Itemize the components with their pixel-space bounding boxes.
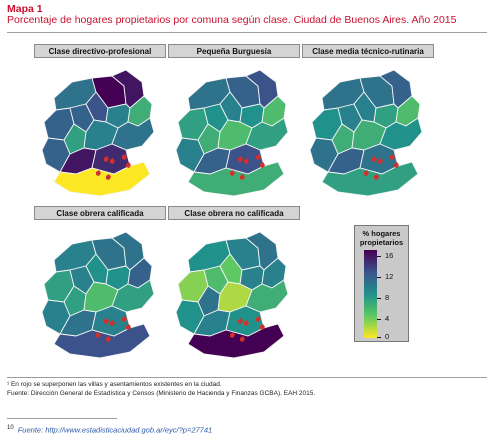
legend-tick-mark <box>377 256 381 257</box>
villa-marker <box>240 336 245 342</box>
villa-marker <box>364 170 369 176</box>
panel-label-obrera-calificada: Clase obrera calificada <box>34 206 166 220</box>
villa-marker <box>104 318 109 324</box>
villa-marker <box>238 156 243 162</box>
source-link-text[interactable]: Fuente: http://www.estadisticaciudad.gob… <box>17 425 213 435</box>
legend-tick-mark <box>377 319 381 320</box>
legend-tick-8: 8 <box>385 293 390 302</box>
legend-title: % hogares propietarios <box>359 229 404 247</box>
villa-marker <box>378 158 383 164</box>
villa-marker <box>244 320 249 326</box>
legend-tick-mark <box>377 277 381 278</box>
villa-marker <box>106 174 111 180</box>
villa-marker <box>230 332 235 338</box>
footnote-ref-number: 10 <box>7 425 14 431</box>
villa-marker <box>110 158 115 164</box>
comuna-15-region <box>53 323 151 359</box>
legend-tick-12: 12 <box>385 272 394 281</box>
panel-label-directivo: Clase directivo-profesional <box>34 44 166 58</box>
villa-marker <box>126 162 131 168</box>
villa-marker <box>230 170 235 176</box>
legend-tick-0: 0 <box>385 332 390 341</box>
villa-marker <box>96 332 101 338</box>
villa-marker <box>244 158 249 164</box>
villa-marker <box>96 170 101 176</box>
villa-marker <box>256 154 261 160</box>
legend-tick-mark <box>377 298 381 299</box>
panel-label-obrera-no-calificada: Clase obrera no calificada <box>168 206 300 220</box>
map-directivo-profesional <box>41 69 155 197</box>
comuna-15-region <box>53 161 151 197</box>
villa-marker <box>372 156 377 162</box>
villa-marker <box>238 318 243 324</box>
villa-marker <box>104 156 109 162</box>
map-media-tecnico-rutinaria <box>309 69 423 197</box>
villa-marker <box>122 316 127 322</box>
villa-marker <box>122 154 127 160</box>
villa-marker <box>390 154 395 160</box>
panel-label-pequena: Pequeña Burguesía <box>168 44 300 58</box>
comuna-15-region <box>321 161 419 197</box>
source-link[interactable]: 10 Fuente: http://www.estadisticaciudad.g… <box>7 425 212 435</box>
footnote-divider <box>7 418 117 419</box>
villa-marker <box>260 162 265 168</box>
villa-marker <box>110 320 115 326</box>
legend-tick-16: 16 <box>385 251 394 260</box>
map-obrera-calificada <box>41 231 155 359</box>
map-title: Porcentaje de hogares propietarios por c… <box>7 14 457 26</box>
villa-marker <box>256 316 261 322</box>
villa-marker <box>374 174 379 180</box>
map-obrera-no-calificada <box>175 231 289 359</box>
villa-marker <box>126 324 131 330</box>
villa-marker <box>240 174 245 180</box>
color-legend: % hogares propietarios 16 12 8 4 0 <box>354 225 409 342</box>
panel-label-media: Clase media técnico-rutinaria <box>302 44 434 58</box>
legend-tick-mark <box>377 337 381 338</box>
source-note: Fuente: Dirección General de Estadística… <box>7 390 316 397</box>
villa-marker <box>394 162 399 168</box>
top-divider <box>7 32 487 33</box>
legend-color-bar <box>364 250 377 338</box>
footnote-villas: ¹ En rojo se superponen las villas y ase… <box>7 381 222 388</box>
legend-tick-4: 4 <box>385 314 390 323</box>
comuna-15-region <box>187 323 285 359</box>
map-pequena-burguesia <box>175 69 289 197</box>
comuna-15-region <box>187 161 285 197</box>
bottom-divider <box>7 377 487 378</box>
map-number: Mapa 1 <box>7 3 43 15</box>
villa-marker <box>106 336 111 342</box>
villa-marker <box>260 324 265 330</box>
